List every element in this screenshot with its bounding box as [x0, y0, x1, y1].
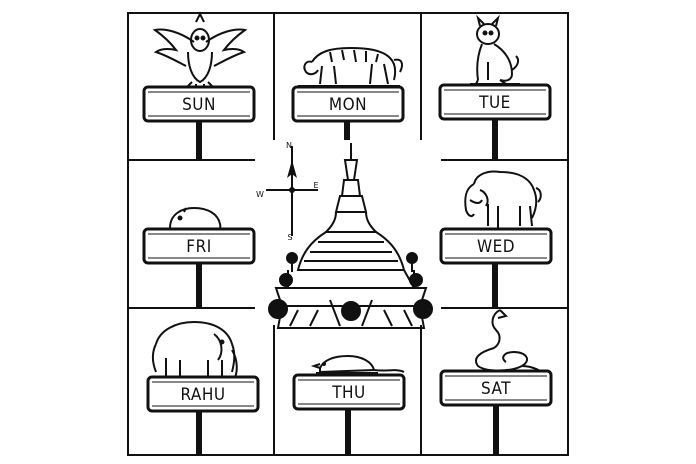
lion-icon	[470, 14, 520, 85]
garuda-icon	[152, 11, 248, 90]
label-wed: WED	[477, 237, 515, 257]
compass-n: N	[286, 141, 292, 150]
label-sat: SAT	[481, 379, 511, 399]
label-fri: FRI	[186, 237, 211, 257]
label-tue: TUE	[478, 93, 511, 113]
compass-center-icon	[289, 187, 295, 193]
naga-icon	[464, 309, 552, 377]
compass-w: W	[256, 190, 264, 199]
fri-post	[196, 262, 202, 308]
label-rahu: RAHU	[180, 385, 225, 405]
cell-thu: THU	[292, 354, 406, 455]
tiger-icon	[298, 46, 403, 87]
cell-sat: SAT	[439, 309, 553, 455]
cell-sun: SUN	[142, 11, 256, 160]
pagoda-icon	[274, 143, 428, 329]
label-thu: THU	[331, 383, 366, 403]
cell-fri: FRI	[142, 206, 256, 308]
label-mon: MON	[329, 95, 367, 115]
cell-wed: WED	[439, 170, 553, 308]
mon-post	[344, 112, 350, 140]
thu-post	[345, 410, 351, 455]
compass-e: E	[313, 181, 318, 190]
label-sun: SUN	[182, 95, 216, 115]
pagoda-orb-decorations	[268, 252, 433, 321]
cell-rahu: RAHU	[146, 320, 260, 455]
cell-tue: TUE	[438, 14, 552, 160]
cell-mon: MON	[291, 46, 405, 140]
tusked-elephant-icon	[464, 170, 542, 228]
rahu-post	[196, 410, 202, 455]
compass-s: S	[287, 233, 292, 242]
sun-post	[196, 110, 202, 160]
rat-icon	[310, 354, 405, 374]
sat-post	[493, 404, 499, 455]
tuskless-elephant-icon	[152, 320, 238, 381]
north-arrow-icon	[287, 160, 297, 178]
tue-post	[492, 118, 498, 160]
compass-rose: N E W S	[256, 141, 318, 242]
wed-post	[492, 262, 498, 308]
